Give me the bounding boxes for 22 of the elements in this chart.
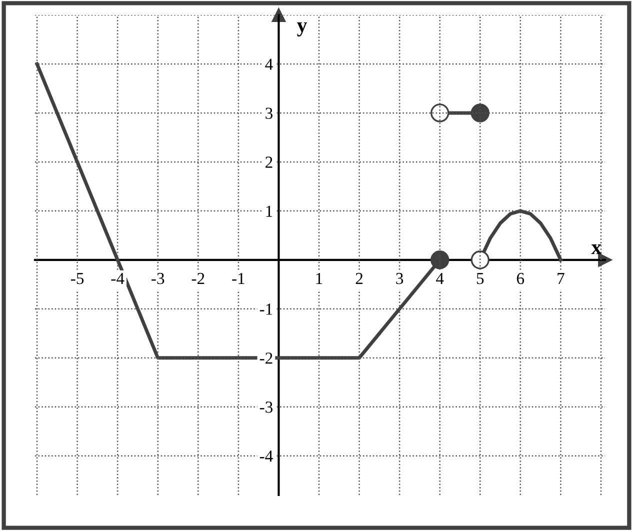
x-tick-label: 7 [558, 273, 564, 284]
y-tick-label: 2 [266, 156, 272, 168]
x-tick-label: -5 [70, 273, 84, 284]
x-axis-title: x [591, 244, 602, 254]
y-tick-label: -2 [260, 352, 272, 364]
y-tick-label: -4 [260, 450, 273, 462]
y-tick-label: 3 [266, 108, 273, 119]
x-tick-label: -1 [232, 272, 244, 284]
x-tick-label: -3 [152, 272, 164, 284]
x-tick-label: -4 [111, 272, 124, 284]
y-tick-label: -1 [260, 304, 272, 315]
x-tick-label: 2 [356, 272, 363, 284]
x-tick-label: 6 [516, 272, 524, 284]
x-tick-label: 4 [436, 272, 444, 284]
x-tick-label: 3 [396, 272, 404, 284]
y-tick-label: -3 [260, 402, 273, 413]
y-tick-label: 1 [266, 206, 272, 217]
x-tick-label: 1 [316, 272, 322, 284]
x-tick-label: 5 [476, 273, 484, 284]
y-tick-label: 4 [265, 58, 273, 70]
y-axis-title: y [297, 22, 308, 36]
x-tick-label: -2 [192, 272, 204, 284]
